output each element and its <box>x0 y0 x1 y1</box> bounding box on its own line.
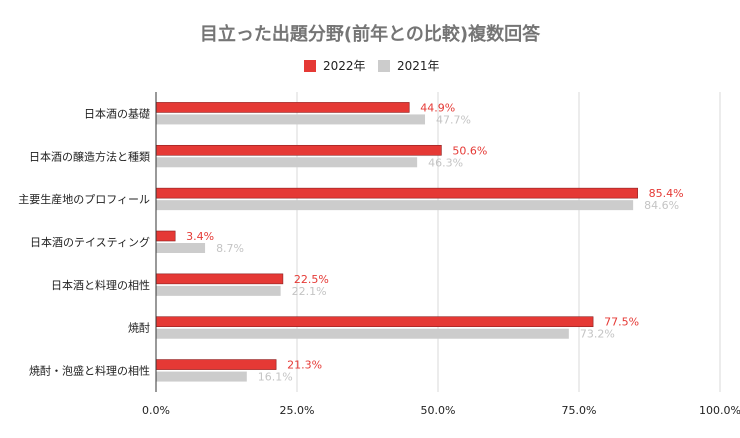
bar-2022 <box>155 359 277 370</box>
value-labels: 44.9%47.7% 50.6%46.3% 85.4%84.6% 3.4%8.7% 22… <box>186 101 683 383</box>
data-label-2022: 21.3% <box>287 359 322 372</box>
data-label-2022: 22.5% <box>294 273 329 286</box>
bar-2022 <box>155 144 442 156</box>
bar-2021 <box>156 371 247 382</box>
bar-2021 <box>156 285 281 296</box>
legend-swatch-2021 <box>378 60 390 72</box>
data-label-2021: 47.7% <box>436 113 471 126</box>
bar-2021 <box>156 114 426 125</box>
bar-2022 <box>155 187 638 199</box>
x-tick-label: 75.0% <box>562 404 597 417</box>
bar-2022 <box>155 102 410 113</box>
category-label: 日本酒の基礎 <box>84 106 150 120</box>
legend-label-2021: 2021年 <box>397 59 440 73</box>
data-label-2021: 73.2% <box>580 328 615 341</box>
bar-2022 <box>155 273 284 285</box>
bar-2021 <box>156 328 569 339</box>
bar-2021 <box>156 243 206 253</box>
category-label: 焼酎 <box>128 321 150 335</box>
data-label-2022: 85.4% <box>649 187 684 200</box>
x-axis-ticks: 0.0% 25.0% 50.0% 75.0% 100.0% <box>142 404 740 417</box>
bar-2022 <box>155 230 176 242</box>
data-label-2021: 16.1% <box>258 371 293 384</box>
x-tick-label: 100.0% <box>699 404 740 417</box>
bar-2021 <box>156 200 634 211</box>
legend: 2022年 2021年 <box>304 59 440 73</box>
data-label-2022: 44.9% <box>420 101 455 114</box>
data-label-2021: 84.6% <box>644 199 679 212</box>
gridlines <box>296 92 721 392</box>
category-label: 日本酒の醸造方法と種類 <box>29 149 150 163</box>
category-label: 日本酒と料理の相性 <box>51 278 150 292</box>
x-tick-label: 50.0% <box>421 404 456 417</box>
data-label-2021: 8.7% <box>216 242 244 255</box>
category-label: 焼酎・泡盛と料理の相性 <box>29 364 150 378</box>
x-tick-label: 0.0% <box>142 404 170 417</box>
data-label-2021: 22.1% <box>292 285 327 298</box>
data-label-2022: 77.5% <box>604 316 639 329</box>
category-labels: 日本酒の基礎日本酒の醸造方法と種類主要生産地のプロフィール日本酒のテイスティング… <box>18 106 150 377</box>
data-label-2022: 3.4% <box>186 230 214 243</box>
legend-swatch-2022 <box>304 60 316 72</box>
bar-2021 <box>156 157 418 168</box>
bar-2022 <box>155 316 594 328</box>
data-label-2021: 46.3% <box>428 156 463 169</box>
data-label-2022: 50.6% <box>452 144 487 157</box>
x-tick-label: 25.0% <box>280 404 315 417</box>
legend-label-2022: 2022年 <box>323 59 366 73</box>
chart-title: 目立った出題分野(前年との比較)複数回答 <box>200 23 541 45</box>
category-label: 日本酒のテイスティング <box>30 235 150 249</box>
category-label: 主要生産地のプロフィール <box>18 192 150 206</box>
